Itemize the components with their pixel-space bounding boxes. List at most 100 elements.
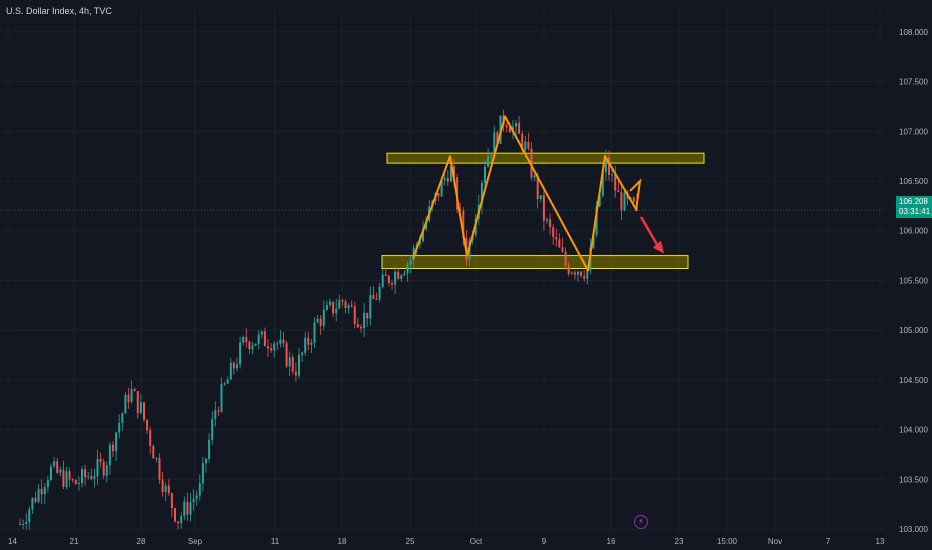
candle-body: [124, 394, 127, 414]
x-tick-label: 21: [70, 537, 79, 546]
candle-body: [158, 458, 161, 480]
pattern-line: [412, 115, 638, 272]
candle-body: [620, 191, 623, 211]
candle-body: [440, 179, 443, 197]
candle-body: [555, 236, 558, 240]
y-axis-panel: [885, 0, 932, 550]
forecast-arrow: [639, 216, 662, 251]
candle-body: [542, 195, 545, 221]
candle-body: [310, 342, 313, 345]
candle-body: [567, 265, 570, 274]
candle-body: [102, 461, 105, 476]
candle-body: [267, 346, 269, 349]
grid-lines: [0, 10, 885, 532]
candle-body: [223, 383, 226, 385]
candle-body: [394, 271, 397, 285]
candle-body: [335, 308, 338, 314]
candle-body: [601, 172, 604, 196]
candle-body: [81, 469, 83, 484]
candle-body: [211, 419, 214, 440]
x-tick-label: 7: [826, 537, 831, 546]
candle-body: [366, 312, 369, 319]
candle-body: [422, 229, 424, 242]
candle-body: [136, 391, 139, 414]
candle-body: [586, 270, 589, 279]
y-tick-label: 103.500: [899, 475, 928, 484]
candle-body: [19, 524, 21, 526]
candle-body: [74, 480, 77, 485]
candle-body: [307, 337, 310, 345]
candle-body: [93, 476, 96, 479]
candle-body: [360, 326, 362, 329]
candle-body: [490, 155, 493, 157]
x-tick-label: Nov: [768, 537, 782, 546]
last-price-badge: 106.208 03:31:41: [896, 196, 932, 218]
candle-body: [183, 501, 186, 517]
candle-body: [378, 286, 381, 300]
candle-body: [496, 132, 499, 144]
candle-body: [580, 271, 583, 277]
candle-body: [257, 334, 260, 344]
y-tick-label: 104.500: [899, 376, 928, 385]
candle-body: [573, 272, 576, 275]
candle-body: [294, 371, 297, 376]
bar-countdown: 03:31:41: [899, 207, 931, 216]
candle-body: [152, 446, 155, 459]
candle-body: [527, 141, 530, 149]
support-zone: [381, 255, 689, 270]
candle-body: [245, 337, 248, 342]
candle-body: [53, 461, 56, 467]
candle-body: [632, 197, 635, 202]
candle-body: [487, 156, 490, 167]
candle-body: [353, 306, 356, 324]
x-tick-label: 14: [8, 537, 17, 546]
candle-body: [363, 312, 366, 329]
candle-body: [62, 469, 65, 487]
candle-body: [577, 271, 579, 275]
candle-body: [174, 508, 176, 522]
candle-body: [614, 174, 617, 191]
x-tick-label: 13: [876, 537, 885, 546]
candle-body: [561, 247, 564, 252]
candle-body: [68, 471, 71, 480]
y-tick-label: 103.000: [899, 525, 928, 534]
candle-body: [37, 488, 40, 502]
candle-body: [449, 166, 452, 182]
candle-body: [112, 444, 114, 452]
candle-body: [462, 210, 465, 238]
candle-body: [133, 389, 136, 392]
pattern-drawing[interactable]: [412, 115, 664, 272]
candle-body: [332, 301, 335, 314]
candle-body: [623, 192, 626, 211]
candle-body: [484, 166, 486, 183]
candle-body: [480, 182, 483, 205]
x-tick-label: Sep: [188, 537, 203, 546]
x-tick-label: 16: [607, 537, 616, 546]
candle-body: [46, 479, 49, 488]
candle-body: [96, 458, 99, 477]
candle-body: [344, 301, 347, 308]
candle-body: [50, 466, 52, 480]
candle-body: [539, 195, 542, 200]
candle-body: [285, 343, 288, 367]
candle-body: [505, 125, 508, 128]
candle-body: [167, 485, 170, 494]
candle-body: [406, 264, 409, 274]
zones: [381, 152, 705, 270]
candle-body: [418, 241, 421, 245]
candle-body: [198, 483, 201, 496]
x-tick-label: 11: [271, 537, 280, 546]
lightning-icon[interactable]: ⚡: [634, 515, 648, 529]
candle-body: [208, 439, 211, 459]
candle-body: [347, 305, 350, 308]
candle-body: [25, 521, 28, 524]
candle-body: [301, 352, 304, 355]
candle-body: [239, 342, 242, 365]
candle-body: [115, 432, 118, 452]
candle-body: [161, 479, 164, 493]
candle-body: [608, 157, 610, 175]
candle-body: [443, 178, 446, 180]
candle-body: [34, 497, 37, 502]
